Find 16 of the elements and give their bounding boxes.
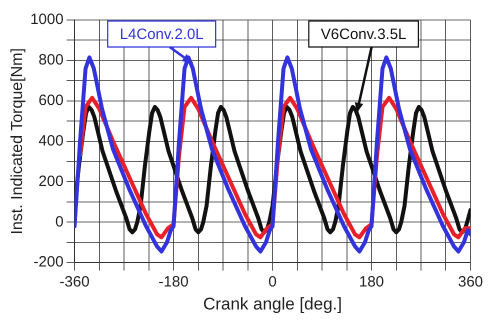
y-tick-label: 1000 [30, 11, 64, 28]
y-tick-label: 400 [38, 132, 64, 150]
series-label: L4Conv.2.0L [120, 26, 204, 44]
x-tick-label: -360 [60, 274, 90, 291]
text: V6Conv.3.5L [320, 26, 406, 44]
y-tick-label: -200 [34, 254, 64, 271]
y-tick-label: 0 [55, 213, 64, 230]
x-tick-label: 360 [458, 274, 483, 291]
y-axis-title: Inst. Indicated Torque[Nm] [9, 48, 26, 235]
y-tick-label: 800 [38, 52, 64, 69]
y-tick-label: 200 [38, 172, 64, 190]
y-tick-label: 600 [38, 92, 64, 110]
x-axis-title: Crank angle [deg.] [203, 294, 342, 314]
x-tick-label: 0 [268, 274, 277, 291]
x-tick-label: -180 [158, 274, 189, 291]
x-tick-label: 180 [358, 274, 384, 291]
